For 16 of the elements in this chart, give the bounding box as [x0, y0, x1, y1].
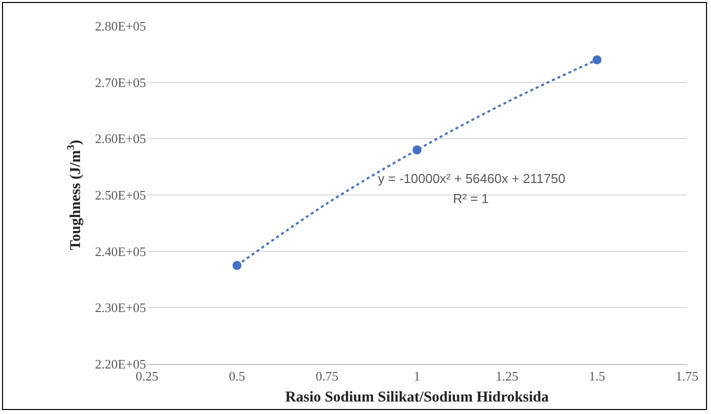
x-tick-label: 0.75: [316, 368, 338, 384]
point: [592, 55, 602, 64]
y-tick-label: 2.70E+05: [94, 74, 146, 90]
x-axis-title: Rasio Sodium Silikat/Sodium Hidroksida: [285, 390, 550, 406]
y-tick-label: 2.40E+05: [94, 244, 146, 259]
x-tick-label: 1.25: [496, 368, 518, 384]
x-tick-label: 0.5: [228, 368, 246, 384]
annotation: y = -10000x² + 56460x + 211750: [378, 171, 566, 186]
x-tick-label: 1.5: [588, 368, 606, 384]
y-tick-label: 2.80E+05: [94, 18, 146, 34]
annotation: R² = 1: [453, 191, 489, 206]
y-tick-label: 2.60E+05: [94, 131, 146, 146]
y-tick-label: 2.30E+05: [94, 300, 146, 316]
x-tick-label: 1: [414, 368, 420, 384]
x-tick-label: 1.75: [676, 368, 698, 384]
y-tick-label: 2.50E+05: [94, 188, 146, 203]
